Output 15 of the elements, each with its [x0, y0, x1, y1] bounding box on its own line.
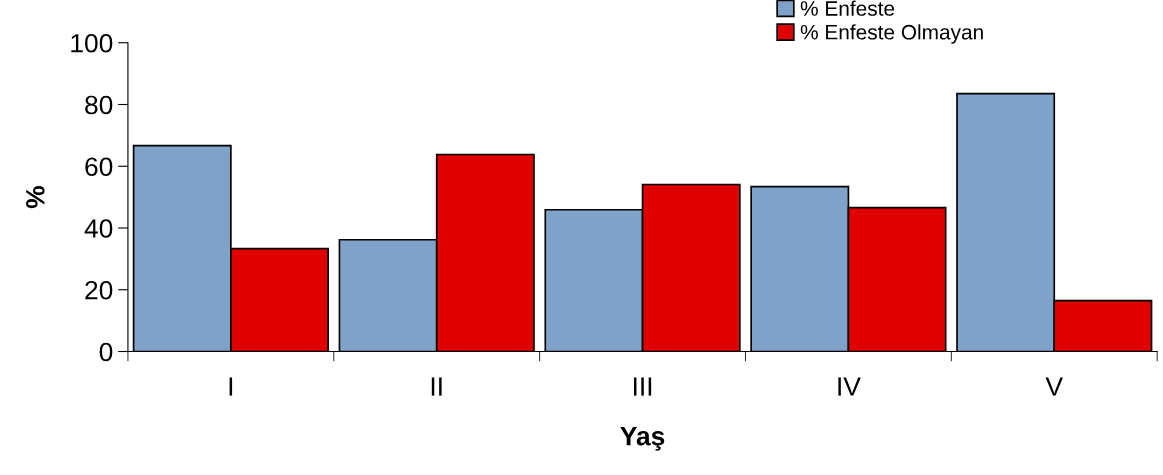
y-tick-label: 20 — [85, 280, 113, 300]
y-tick-label: 0 — [99, 342, 113, 362]
y-tick-label: 100 — [71, 33, 113, 53]
x-tick-label: III — [634, 377, 652, 396]
y-tick-label: 80 — [85, 95, 113, 115]
y-tick-label: 40 — [84, 219, 113, 238]
x-tick-label: V — [1045, 377, 1063, 396]
x-axis-title: Yaş — [620, 427, 665, 451]
x-tick-label: IV — [838, 377, 861, 396]
y-tick-label: 60 — [85, 157, 113, 177]
legend-label: % Enfeste — [800, 0, 895, 16]
legend-label: % Enfeste Olmayan — [800, 24, 983, 44]
x-tick-label: I — [229, 377, 233, 396]
x-tick-label: II — [431, 377, 442, 396]
y-axis-title: % — [26, 186, 45, 209]
